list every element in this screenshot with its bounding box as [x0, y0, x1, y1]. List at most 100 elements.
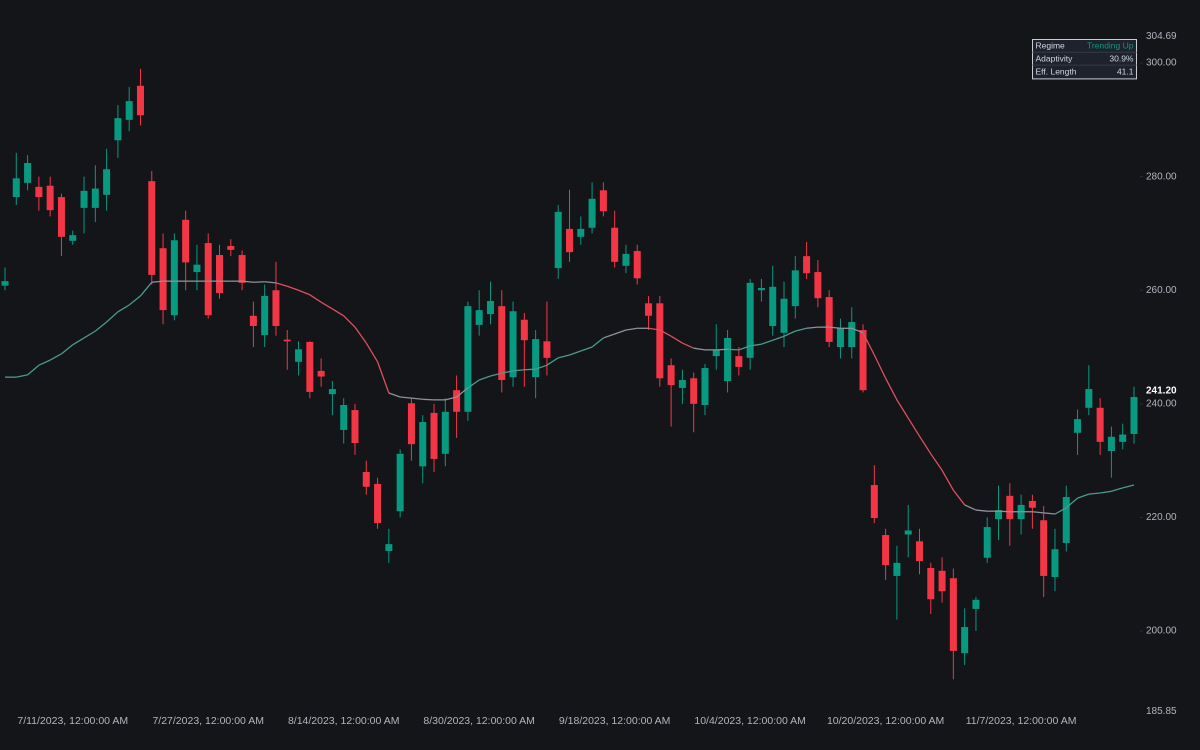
x-tick-label: 9/18/2023, 12:00:00 AM	[559, 715, 671, 727]
moving-average-segment	[309, 294, 322, 303]
candle-body	[148, 181, 156, 275]
candle-body	[1062, 496, 1070, 543]
candle-body	[453, 390, 461, 412]
candle-body	[915, 541, 923, 562]
moving-average-segment	[930, 453, 943, 471]
candle-body	[859, 329, 867, 391]
moving-average-segment	[716, 348, 728, 351]
candle-body	[1051, 549, 1059, 578]
candle-body	[543, 341, 551, 358]
candle-body	[701, 368, 709, 405]
moving-average-segment	[1054, 507, 1067, 515]
moving-average-segment	[829, 326, 841, 329]
moving-average-segment	[320, 301, 333, 310]
candle-body	[430, 412, 438, 459]
candle-body	[362, 471, 370, 487]
candle-body	[712, 349, 720, 357]
x-tick-label: 8/30/2023, 12:00:00 AM	[423, 715, 535, 727]
candle-body	[249, 315, 257, 327]
candle-body	[882, 535, 890, 566]
candle-body	[441, 411, 449, 454]
moving-average-segment	[693, 347, 706, 351]
moving-average-segment	[128, 295, 141, 306]
moving-average-segment	[1065, 497, 1078, 509]
candle-body	[91, 188, 99, 208]
candle-body	[667, 365, 675, 386]
candle-body	[554, 211, 562, 269]
candle-body	[961, 627, 969, 654]
moving-average-segment	[501, 370, 514, 374]
candle-body	[261, 295, 269, 336]
moving-average-segment	[106, 311, 119, 323]
moving-average-segment	[591, 337, 604, 348]
moving-average-segment	[1043, 512, 1056, 515]
candle-body	[227, 245, 235, 250]
moving-average-segment	[546, 357, 559, 366]
candle-body	[24, 163, 32, 183]
info-label: Regime	[1036, 41, 1066, 51]
moving-average-segment	[478, 375, 491, 381]
moving-average-segment	[648, 327, 660, 331]
candle-body	[204, 243, 212, 316]
candle-body	[69, 235, 77, 241]
moving-average-segment	[806, 326, 818, 329]
candle-body	[498, 306, 506, 380]
candle-body	[1040, 520, 1048, 576]
moving-average-segment	[1100, 490, 1112, 494]
moving-average-segment	[795, 327, 807, 332]
y-tick-label: 280.00	[1146, 171, 1177, 182]
candle-body	[35, 186, 43, 198]
candle-body	[486, 301, 494, 315]
candle-body	[577, 228, 585, 237]
candle-body	[927, 567, 935, 600]
moving-average-segment	[365, 342, 379, 363]
candle-body	[1119, 434, 1127, 442]
candle-body	[983, 527, 991, 558]
candle-body	[678, 379, 686, 388]
candle-body	[385, 544, 393, 551]
moving-average-segment	[727, 348, 739, 351]
moving-average-segment	[1088, 492, 1101, 495]
moving-average-segment	[253, 281, 265, 283]
info-label: Adaptivity	[1036, 53, 1074, 63]
moving-average-segment	[264, 281, 277, 284]
moving-average-segment	[38, 359, 51, 366]
moving-average-segment	[975, 509, 988, 512]
candle-body	[972, 599, 980, 609]
candle-body	[622, 253, 630, 266]
candle-body	[328, 389, 336, 395]
moving-average-segment	[287, 285, 299, 291]
x-tick-label: 7/27/2023, 12:00:00 AM	[152, 715, 264, 727]
x-tick-label: 11/7/2023, 12:00:00 AM	[966, 715, 1077, 727]
moving-average-segment	[670, 335, 683, 344]
y-tick-label: 240.00	[1146, 398, 1177, 409]
candle-body	[159, 248, 167, 311]
moving-average-segment	[558, 354, 570, 359]
candle-body	[295, 349, 303, 362]
moving-average-segment	[873, 354, 887, 379]
moving-average-segment	[535, 364, 548, 370]
info-value: 30.9%	[1109, 53, 1134, 63]
candle-body	[757, 287, 765, 291]
candle-body	[735, 356, 743, 367]
candle-body	[690, 378, 698, 404]
candle-body	[475, 310, 483, 325]
candle-body	[1, 281, 9, 286]
moving-average-segment	[490, 372, 502, 377]
moving-average-segment	[918, 435, 932, 455]
moving-average-segment	[569, 350, 582, 356]
y-tick-label: 220.00	[1146, 512, 1177, 523]
moving-average-segment	[388, 392, 401, 398]
moving-average-segment	[275, 282, 288, 287]
moving-average-segment	[1032, 511, 1044, 514]
candle-body	[1107, 436, 1115, 451]
candle-body	[566, 228, 573, 253]
candle-body	[351, 410, 359, 444]
moving-average-segment	[139, 281, 153, 297]
candle-body	[611, 227, 619, 262]
candle-body	[182, 219, 190, 263]
candle-body	[532, 339, 540, 378]
info-value: Trending Up	[1087, 41, 1134, 51]
